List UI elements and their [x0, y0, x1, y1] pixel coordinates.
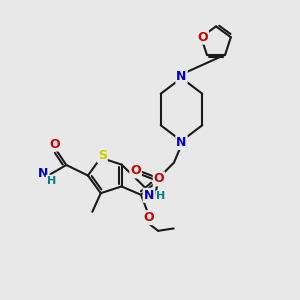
Text: O: O: [130, 164, 141, 178]
Text: H: H: [47, 176, 56, 186]
Text: O: O: [197, 31, 208, 44]
Text: N: N: [176, 136, 187, 149]
Text: N: N: [176, 70, 187, 83]
Text: N: N: [38, 167, 48, 180]
Text: O: O: [49, 137, 60, 151]
Text: H: H: [156, 191, 165, 201]
Text: S: S: [98, 149, 107, 162]
Text: O: O: [144, 211, 154, 224]
Text: N: N: [144, 189, 154, 202]
Text: O: O: [154, 172, 164, 185]
